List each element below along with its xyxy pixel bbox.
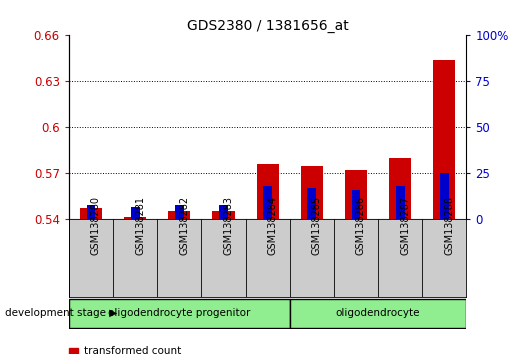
Title: GDS2380 / 1381656_at: GDS2380 / 1381656_at [187, 19, 349, 33]
Text: GSM138288: GSM138288 [444, 196, 454, 255]
Bar [124, 217, 146, 219]
Bar [301, 166, 323, 219]
Text: GSM138282: GSM138282 [179, 196, 189, 255]
Bar [440, 173, 449, 219]
Bar [131, 207, 139, 219]
Bar [257, 164, 279, 219]
Text: GSM138287: GSM138287 [400, 196, 410, 255]
Bar [80, 208, 102, 219]
Bar [219, 205, 228, 219]
Text: oligodendrocyte progenitor: oligodendrocyte progenitor [108, 308, 251, 318]
Bar [396, 186, 404, 219]
Text: GSM138280: GSM138280 [91, 196, 101, 255]
Text: transformed count: transformed count [84, 346, 181, 354]
Text: GSM138281: GSM138281 [135, 196, 145, 255]
Text: GSM138283: GSM138283 [224, 196, 234, 255]
Text: GSM138285: GSM138285 [312, 196, 322, 255]
Text: GSM138286: GSM138286 [356, 196, 366, 255]
Bar [69, 299, 290, 328]
Bar [290, 299, 466, 328]
Bar [351, 190, 360, 219]
Bar [175, 205, 184, 219]
Bar [434, 60, 455, 219]
Bar [307, 188, 316, 219]
Bar [86, 205, 95, 219]
Bar [345, 170, 367, 219]
Bar [213, 211, 234, 219]
Text: GSM138284: GSM138284 [268, 196, 278, 255]
Bar [168, 211, 190, 219]
Text: oligodendrocyte: oligodendrocyte [336, 308, 420, 318]
Bar [263, 186, 272, 219]
Bar [389, 158, 411, 219]
Text: development stage ▶: development stage ▶ [5, 308, 118, 318]
